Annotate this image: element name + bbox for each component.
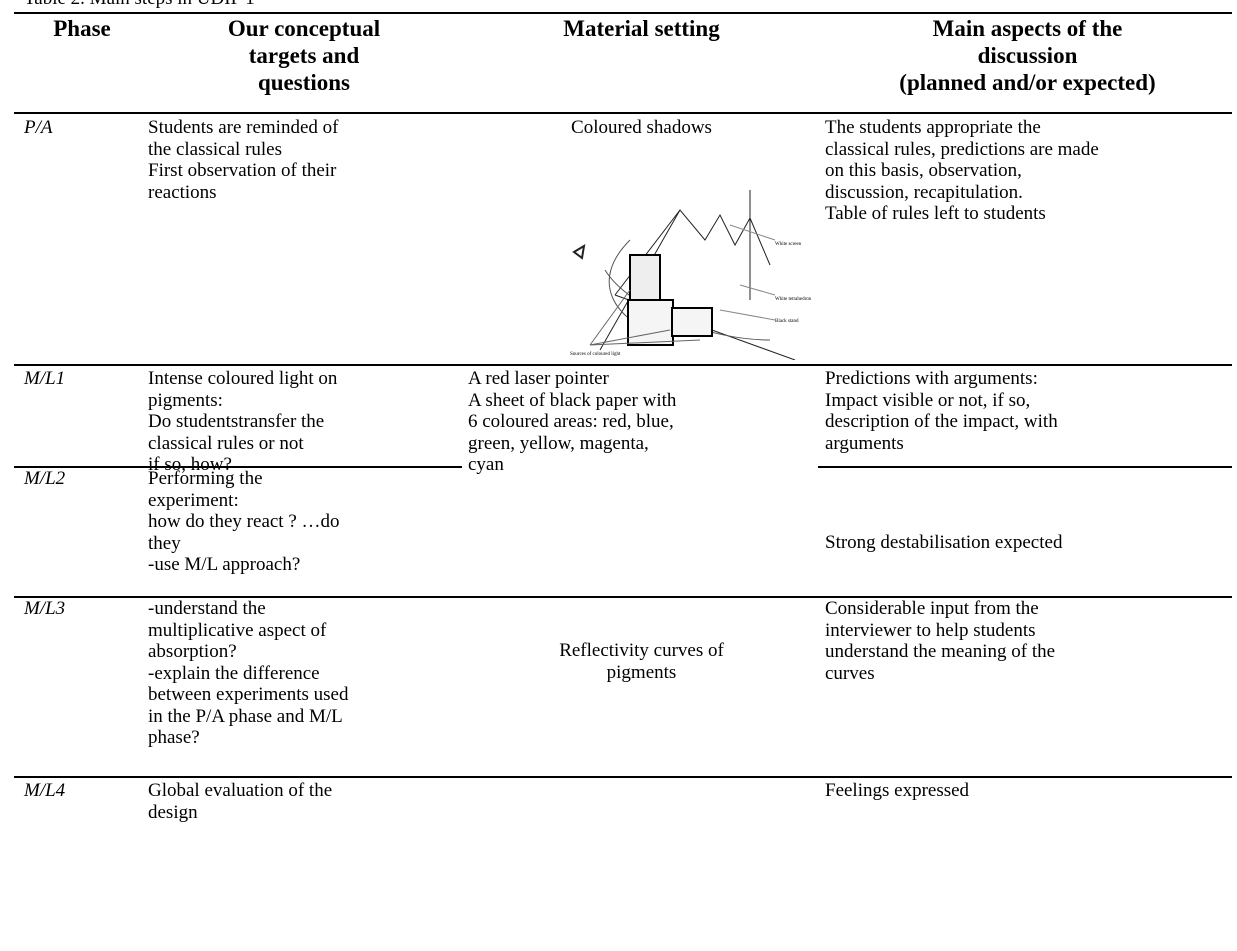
targets-line: experiment: — [148, 489, 239, 511]
material-line: cyan — [468, 454, 504, 475]
material-line: A red laser pointer — [468, 368, 609, 389]
material-line: A sheet of black paper with — [468, 389, 677, 411]
discussion-line: Impact visible or not, if so, — [825, 389, 1031, 411]
targets-line: pigments: — [148, 389, 223, 411]
discussion-line: The students appropriate the — [825, 117, 1041, 138]
targets-line: Intense coloured light on — [148, 368, 338, 389]
figure-label: White screen — [775, 242, 802, 247]
discussion-line: Predictions with arguments: — [825, 368, 1038, 389]
discussion-line: understand the meaning of the — [825, 641, 1056, 662]
figure-label: Black stand — [775, 319, 799, 324]
targets-line: if so, how? — [148, 454, 232, 475]
figure: White screen White tetrahedron Black sta… — [570, 190, 812, 360]
caption: Table 2. Main steps in UDIP 1 — [24, 0, 255, 10]
targets-line: Students are reminded of — [148, 117, 339, 138]
targets-line: they — [148, 532, 181, 554]
discussion-line: Considerable input from the — [825, 598, 1039, 619]
rule — [14, 776, 1232, 778]
header-cell: (planned and/or expected) — [899, 70, 1156, 95]
phase: M/L3 — [24, 598, 66, 619]
targets-line: absorption? — [148, 641, 237, 662]
targets-line: phase? — [148, 727, 200, 748]
header-cell: Our conceptual — [227, 16, 381, 41]
discussion-line: classical rules, predictions are made — [825, 138, 1099, 160]
targets-line: Do studentstransfer the — [148, 411, 325, 432]
targets-line: how do they react ? …do — [148, 511, 340, 532]
phase: M/L4 — [24, 780, 66, 801]
phase: M/L2 — [24, 468, 66, 489]
rule — [14, 112, 1232, 114]
phase: M/L1 — [24, 368, 66, 389]
rule — [14, 596, 1232, 598]
rule — [14, 364, 1232, 366]
targets-line: -explain the difference — [148, 662, 320, 684]
material-line: pigments — [606, 661, 677, 683]
material-line: 6 coloured areas: red, blue, — [468, 411, 674, 432]
targets-line: First observation of their — [148, 160, 337, 181]
targets-line: in the P/A phase and M/L — [148, 705, 343, 727]
discussion-line: Feelings expressed — [825, 780, 970, 801]
discussion-line: curves — [825, 662, 875, 684]
targets-line: Performing the — [148, 468, 263, 489]
targets-line: the classical rules — [148, 138, 283, 160]
targets-line: reactions — [148, 181, 217, 203]
discussion-line: Table of rules left to students — [825, 203, 1046, 224]
discussion-line: arguments — [825, 432, 904, 454]
targets-line: between experiments used — [148, 684, 349, 705]
targets-line: multiplicative aspect of — [148, 619, 327, 641]
targets-line: -use M/L approach? — [148, 554, 301, 575]
discussion-line: description of the impact, with — [825, 411, 1058, 432]
rule — [14, 466, 462, 468]
material-line: Coloured shadows — [571, 117, 712, 138]
targets-line: design — [148, 801, 198, 823]
figure-label: Sources of coloured light — [570, 352, 621, 357]
targets-line: Global evaluation of the — [148, 780, 333, 801]
header-cell: discussion — [977, 43, 1078, 68]
header-cell: Main aspects of the — [932, 16, 1123, 41]
targets-line: -understand the — [148, 598, 266, 619]
rule — [14, 12, 1232, 14]
discussion-line: interviewer to help students — [825, 619, 1036, 641]
discussion-line: on this basis, observation, — [825, 160, 1022, 181]
header-cell: questions — [257, 70, 351, 95]
material-line: Reflectivity curves of — [559, 640, 724, 661]
header-cell: Material setting — [563, 16, 720, 41]
discussion-line: discussion, recapitulation. — [825, 181, 1023, 203]
figure-label: White tetrahedron — [775, 297, 812, 302]
phase: P/A — [24, 117, 53, 138]
targets-line: classical rules or not — [148, 432, 304, 454]
header-cell: targets and — [248, 43, 360, 68]
material-line: green, yellow, magenta, — [468, 432, 649, 454]
rule — [818, 466, 1232, 468]
header-cell: Phase — [53, 16, 111, 41]
discussion-line: Strong destabilisation expected — [825, 532, 1063, 553]
